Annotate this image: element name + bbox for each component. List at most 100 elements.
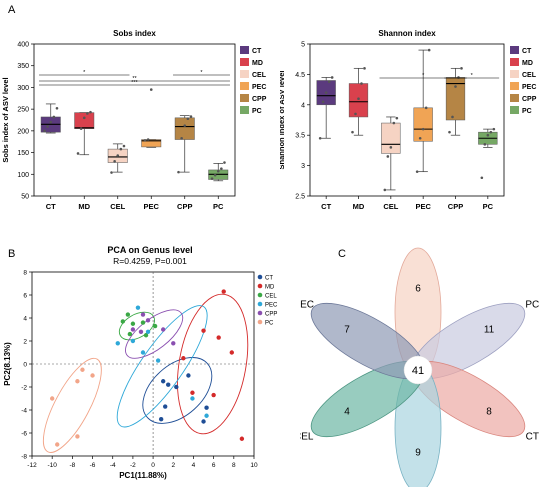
point-cpp (171, 341, 176, 346)
legend-swatch-cel (240, 70, 249, 78)
point-ct (163, 404, 168, 409)
data-point (149, 88, 153, 91)
data-point (483, 143, 487, 146)
x-tick-label: -6 (90, 462, 96, 469)
point-cel (143, 333, 149, 338)
data-point (386, 155, 390, 158)
y-tick-label: 3.5 (295, 133, 305, 140)
data-point (321, 100, 325, 104)
legend-label-pec: PEC (265, 303, 278, 309)
point-cel (152, 323, 158, 329)
venn-label-cel: CEL (300, 432, 314, 443)
box-cpp (174, 117, 195, 140)
x-tick-label: -12 (27, 462, 37, 469)
data-point (122, 144, 126, 148)
data-point (357, 97, 360, 101)
data-point (79, 127, 83, 130)
legend-label-pec: PEC (522, 84, 536, 91)
y-axis-label: Sobs index of ASV level (1, 77, 10, 162)
point-cpp (140, 312, 146, 317)
legend-swatch-ct (510, 46, 519, 54)
ellipse-ct (142, 357, 213, 424)
legend-label-pc: PC (522, 108, 532, 115)
point-md (239, 436, 245, 441)
data-point (110, 171, 113, 174)
legend-swatch-cpp (510, 94, 519, 102)
data-point (486, 133, 490, 137)
y-axis-label: Shannon index of ASV level (280, 71, 286, 170)
point-cpp (160, 327, 166, 332)
legend-label-md: MD (265, 285, 275, 291)
data-point (186, 117, 190, 120)
venn-center-circle (403, 355, 433, 385)
y-tick-label: 50 (21, 194, 29, 201)
data-point (49, 120, 53, 124)
y-tick-label: 4.5 (295, 72, 305, 79)
x-tick-label: PC (483, 202, 494, 211)
legend-swatch-md (240, 58, 249, 66)
data-point (427, 48, 431, 52)
venn-diagram: 6CPP11PC8CT9MD4CEL7PEC41 (300, 242, 539, 487)
venn-count-cel: 4 (344, 407, 350, 418)
data-point (492, 127, 496, 131)
x-tick-label: MD (353, 202, 365, 211)
point-pec (135, 305, 141, 310)
data-point (216, 169, 220, 173)
y-tick-label: 4 (23, 316, 27, 323)
x-tick-label: PEC (144, 202, 160, 211)
box-md (74, 112, 95, 129)
point-md (229, 350, 234, 355)
sobs-boxplot: Sobs index 50 100 150 200 250 300 350 400 Sobs in… (1, 29, 267, 211)
x-tick-label: -2 (130, 462, 136, 469)
ellipse-md (177, 293, 249, 435)
y-tick-label: 6 (23, 293, 27, 300)
significance-label: *** (131, 80, 138, 86)
ellipse-cel (118, 311, 155, 341)
significance-label: * (422, 73, 425, 79)
data-point (113, 159, 116, 163)
data-point (146, 138, 150, 141)
point-md (201, 328, 206, 333)
box-pec (141, 139, 162, 148)
y-tick-label: 2.5 (295, 194, 305, 201)
legend-label-ct: CT (522, 48, 532, 55)
data-point (363, 67, 366, 70)
legend-marker-cel (257, 292, 263, 298)
venn-count-pc: 11 (484, 325, 495, 336)
x-tick-label: CEL (110, 202, 125, 211)
data-point (327, 80, 331, 83)
point-cpp (138, 329, 144, 334)
legend-marker-pec (257, 301, 263, 307)
data-point (116, 154, 120, 157)
venn-center-count: 41 (412, 365, 424, 377)
shannon-boxplot: Shannon index 2.5 3 3.5 4 4.5 5 Shannon index o… (280, 29, 537, 211)
x-tick-label: 8 (232, 462, 236, 469)
data-point (76, 152, 80, 155)
legend-label-pc: PC (252, 108, 262, 115)
data-point (220, 167, 223, 170)
legend-label-md: MD (522, 60, 533, 67)
y-tick-label: 100 (17, 172, 29, 179)
significance-label: * (83, 70, 86, 76)
point-md (181, 356, 186, 361)
x-tick-label: 10 (250, 462, 258, 469)
x-tick-label: CT (46, 202, 56, 211)
venn-label-ct: CT (526, 432, 539, 443)
x-tick-label: MD (78, 202, 90, 211)
y-tick-label: 350 (17, 63, 29, 70)
point-cel (120, 319, 126, 324)
y-tick-label: 3 (301, 163, 305, 170)
legend-label-pc: PC (265, 321, 274, 327)
data-point (360, 82, 363, 85)
point-pec (145, 329, 151, 334)
y-tick-label: 2 (23, 339, 27, 346)
point-md (190, 390, 195, 395)
point-pc (49, 396, 55, 401)
legend-label-cpp: CPP (252, 96, 267, 103)
data-point (383, 188, 387, 192)
data-point (183, 124, 187, 127)
data-point (395, 116, 399, 120)
x-tick-label: -4 (110, 462, 116, 469)
x-axis-label: PC1(11.88%) (119, 471, 167, 480)
